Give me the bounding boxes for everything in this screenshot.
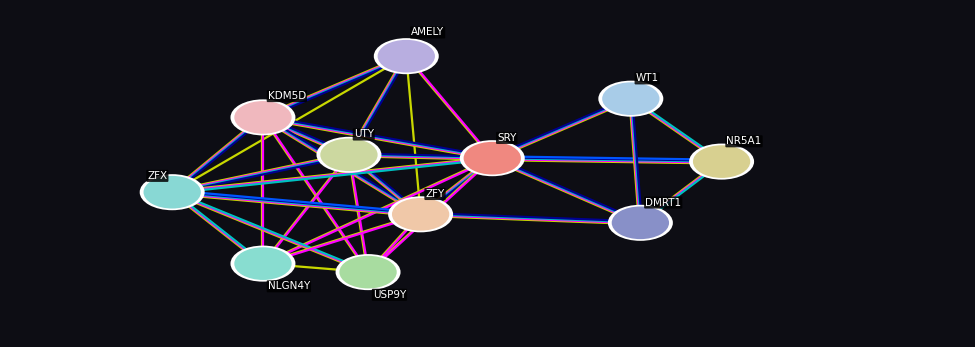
Ellipse shape	[317, 137, 381, 173]
Ellipse shape	[693, 145, 751, 178]
Ellipse shape	[335, 254, 401, 290]
Ellipse shape	[392, 198, 449, 231]
Text: NLGN4Y: NLGN4Y	[268, 281, 310, 291]
Text: AMELY: AMELY	[411, 27, 445, 37]
Ellipse shape	[143, 176, 201, 209]
Ellipse shape	[234, 101, 292, 134]
Text: USP9Y: USP9Y	[372, 290, 407, 300]
Ellipse shape	[460, 140, 525, 176]
Ellipse shape	[373, 38, 439, 74]
Ellipse shape	[388, 196, 453, 232]
Ellipse shape	[320, 138, 377, 171]
Text: KDM5D: KDM5D	[268, 91, 306, 101]
Text: SRY: SRY	[497, 133, 517, 143]
Text: ZFY: ZFY	[425, 189, 445, 199]
Ellipse shape	[139, 174, 205, 210]
Ellipse shape	[339, 256, 397, 288]
Ellipse shape	[377, 40, 435, 73]
Ellipse shape	[599, 81, 663, 117]
Text: WT1: WT1	[636, 73, 659, 83]
Text: DMRT1: DMRT1	[645, 197, 682, 208]
Ellipse shape	[230, 99, 295, 135]
Ellipse shape	[603, 82, 659, 115]
Ellipse shape	[464, 142, 521, 175]
Text: UTY: UTY	[354, 129, 373, 139]
Ellipse shape	[230, 246, 295, 282]
Text: NR5A1: NR5A1	[726, 136, 761, 146]
Text: ZFX: ZFX	[147, 171, 168, 181]
Ellipse shape	[689, 144, 754, 180]
Ellipse shape	[234, 247, 292, 280]
Ellipse shape	[607, 205, 673, 241]
Ellipse shape	[611, 206, 669, 239]
